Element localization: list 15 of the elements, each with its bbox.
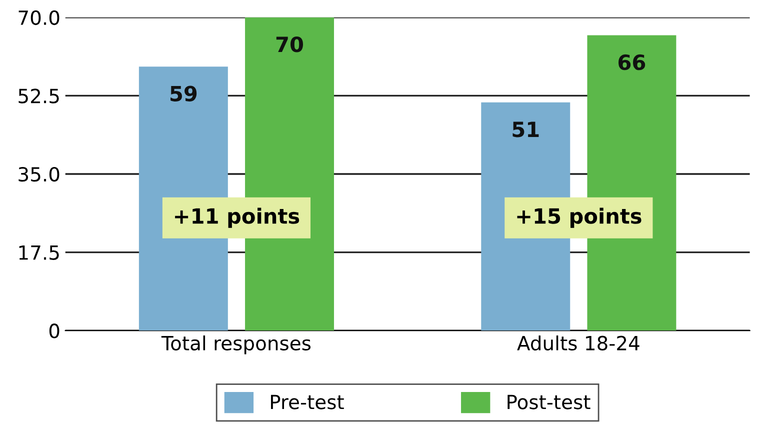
data-label: 70 (276, 36, 304, 52)
x-tick-label: Total responses (161, 335, 311, 354)
data-label: 59 (170, 86, 197, 102)
legend-label: Post-test (508, 394, 590, 410)
y-tick-label: 52.5 (18, 88, 59, 104)
x-tick-label: Adults 18-24 (517, 335, 640, 351)
data-label: 66 (618, 54, 646, 70)
y-tick-label: 0 (49, 324, 60, 338)
y-tick-label: 17.5 (19, 246, 59, 260)
annotation: +15 points (517, 208, 642, 228)
data-label: 51 (512, 122, 539, 138)
legend-label: Pre-test (271, 394, 344, 410)
y-tick-label: 35.0 (18, 166, 60, 182)
y-tick-label: 70.0 (18, 10, 60, 26)
annotation: +11 points (175, 208, 300, 228)
